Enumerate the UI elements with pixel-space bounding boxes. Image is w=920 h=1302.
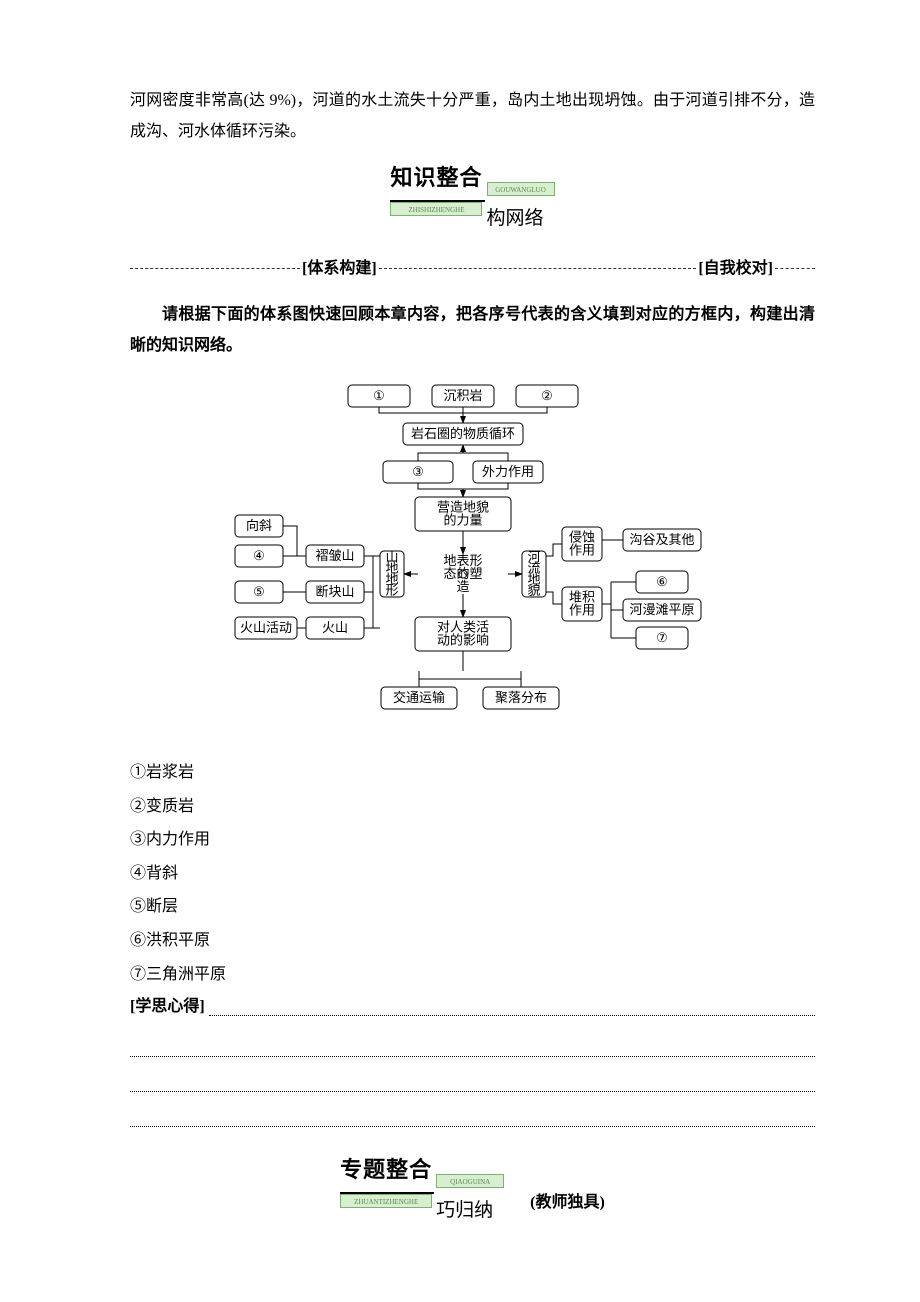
svg-text:火山: 火山 <box>321 620 347 635</box>
svg-text:向斜: 向斜 <box>245 518 271 533</box>
svg-text:造: 造 <box>456 579 469 594</box>
dotted-fill-line <box>130 1056 815 1057</box>
svg-text:断块山: 断块山 <box>315 584 354 599</box>
svg-text:作用: 作用 <box>568 542 594 557</box>
study-notes-block: [学思心得] <box>130 991 815 1127</box>
section-pinyin-bottom: ZHISHIZHENGHE <box>390 202 482 216</box>
answer-item: ②变质岩 <box>130 790 815 824</box>
svg-text:动的影响: 动的影响 <box>436 632 488 647</box>
svg-text:聚落分布: 聚落分布 <box>494 690 546 705</box>
section-title-main: 知识整合 <box>390 157 484 202</box>
svg-text:①: ① <box>373 388 385 403</box>
teacher-only-note: (教师独具) <box>530 1187 605 1218</box>
svg-text:的力量: 的力量 <box>443 512 482 527</box>
answer-item: ④背斜 <box>130 857 815 891</box>
section-header-knowledge: 知识整合 GOUWANGLUO ZHISHIZHENGHE 构网络 <box>130 157 815 239</box>
answer-item: ③内力作用 <box>130 823 815 857</box>
answer-item: ⑦三角洲平原 <box>130 958 815 992</box>
svg-text:外力作用: 外力作用 <box>481 464 533 479</box>
dotted-fill-line <box>130 1126 815 1127</box>
divider-row: [体系构建] [自我校对] <box>130 253 815 284</box>
svg-text:貌: 貌 <box>527 582 540 597</box>
divider-left-label: [体系构建] <box>300 253 379 284</box>
answers-list: ①岩浆岩 ②变质岩 ③内力作用 ④背斜 ⑤断层 ⑥洪积平原 ⑦三角洲平原 <box>130 756 815 991</box>
divider-right-label: [自我校对] <box>696 253 775 284</box>
concept-diagram: ①沉积岩②岩石圈的物质循环③外力作用营造地貌的力量地表形态的塑造对人类活动的影响… <box>130 371 815 742</box>
svg-text:⑦: ⑦ <box>656 630 668 645</box>
svg-text:作用: 作用 <box>568 602 594 617</box>
svg-text:沉积岩: 沉积岩 <box>443 388 482 403</box>
svg-text:⑤: ⑤ <box>253 584 265 599</box>
intro-paragraph: 河网密度非常高(达 9%)，河道的水土流失十分严重，岛内土地出现坍蚀。由于河道引… <box>130 85 815 147</box>
answer-item: ⑥洪积平原 <box>130 924 815 958</box>
section-header-topic: 专题整合 QIAOGUINA ZHUANTIZHENGHE 巧归纳 (教师独具) <box>130 1149 815 1231</box>
svg-text:岩石圈的物质循环: 岩石圈的物质循环 <box>410 426 514 441</box>
section2-pinyin-bottom: ZHUANTIZHENGHE <box>340 1194 432 1208</box>
svg-text:③: ③ <box>412 464 424 479</box>
svg-text:⑥: ⑥ <box>656 574 668 589</box>
svg-text:沟谷及其他: 沟谷及其他 <box>629 532 694 547</box>
section-pinyin-box: GOUWANGLUO <box>487 182 555 196</box>
section2-title-sub: 巧归纳 <box>432 1192 493 1229</box>
svg-text:②: ② <box>541 388 553 403</box>
study-notes-label: [学思心得] <box>130 991 205 1022</box>
section2-title-main: 专题整合 <box>340 1149 434 1194</box>
svg-text:交通运输: 交通运输 <box>392 690 444 705</box>
answer-item: ①岩浆岩 <box>130 756 815 790</box>
section2-pinyin-box: QIAOGUINA <box>436 1174 504 1188</box>
svg-text:形: 形 <box>385 582 398 597</box>
instruction-text: 请根据下面的体系图快速回顾本章内容，把各序号代表的含义填到对应的方框内，构建出清… <box>130 299 815 361</box>
section-title-sub: 构网络 <box>482 200 543 237</box>
dotted-fill-line <box>209 1015 815 1016</box>
svg-text:④: ④ <box>253 548 265 563</box>
answer-item: ⑤断层 <box>130 890 815 924</box>
svg-text:褶皱山: 褶皱山 <box>315 548 354 563</box>
svg-text:河漫滩平原: 河漫滩平原 <box>629 602 694 617</box>
dotted-fill-line <box>130 1091 815 1092</box>
svg-text:火山活动: 火山活动 <box>239 620 291 635</box>
